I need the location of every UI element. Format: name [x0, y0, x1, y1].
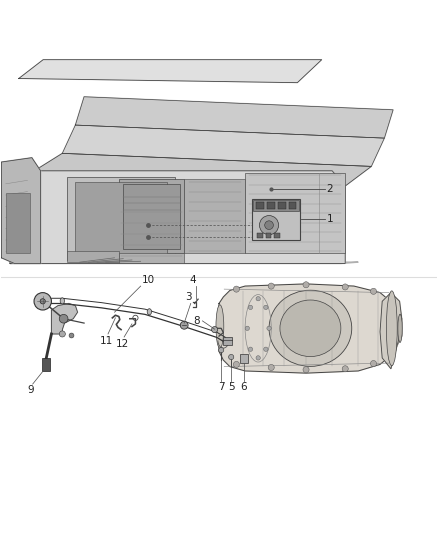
Polygon shape	[380, 293, 402, 369]
Text: 2: 2	[326, 183, 333, 193]
Bar	[6, 192, 30, 254]
Bar	[223, 337, 232, 345]
Bar	[42, 358, 49, 371]
Polygon shape	[119, 180, 184, 254]
Bar	[123, 184, 180, 249]
Polygon shape	[75, 97, 393, 138]
Circle shape	[371, 360, 377, 367]
Bar	[252, 199, 300, 240]
Polygon shape	[51, 303, 78, 334]
Circle shape	[371, 288, 377, 294]
Text: 1: 1	[326, 214, 333, 224]
Polygon shape	[10, 154, 371, 186]
Bar	[257, 233, 262, 238]
Text: 6: 6	[240, 382, 247, 392]
Circle shape	[245, 326, 250, 330]
Bar	[240, 353, 248, 363]
Ellipse shape	[280, 300, 341, 357]
Polygon shape	[10, 262, 358, 263]
Text: 3: 3	[185, 292, 192, 302]
Bar	[265, 233, 271, 238]
Text: 10: 10	[141, 275, 155, 285]
Circle shape	[229, 354, 234, 360]
Circle shape	[233, 361, 240, 367]
Circle shape	[264, 347, 268, 351]
Circle shape	[256, 296, 260, 301]
Circle shape	[212, 327, 218, 333]
Ellipse shape	[269, 290, 352, 366]
Polygon shape	[10, 171, 41, 263]
Circle shape	[40, 298, 46, 304]
Circle shape	[59, 331, 65, 337]
Polygon shape	[19, 60, 322, 83]
Polygon shape	[67, 251, 119, 262]
Bar	[274, 233, 280, 238]
Text: 4: 4	[190, 275, 196, 285]
Text: 5: 5	[228, 382, 234, 392]
Ellipse shape	[398, 314, 402, 342]
Circle shape	[34, 293, 51, 310]
Polygon shape	[219, 284, 402, 373]
Circle shape	[268, 365, 274, 370]
Circle shape	[303, 282, 309, 288]
Circle shape	[259, 215, 279, 235]
Circle shape	[342, 366, 348, 372]
Bar	[289, 202, 297, 208]
Polygon shape	[184, 180, 245, 254]
Circle shape	[180, 321, 188, 329]
Circle shape	[248, 305, 253, 310]
Circle shape	[265, 221, 273, 230]
Text: 9: 9	[28, 385, 34, 395]
Polygon shape	[62, 125, 385, 166]
Ellipse shape	[216, 305, 224, 349]
Circle shape	[303, 367, 309, 373]
Bar	[253, 200, 299, 211]
Text: 11: 11	[100, 336, 113, 346]
Circle shape	[268, 283, 274, 289]
Circle shape	[248, 347, 253, 351]
Text: 8: 8	[193, 316, 200, 326]
Bar	[278, 202, 286, 208]
Circle shape	[233, 286, 240, 292]
Circle shape	[342, 284, 348, 290]
Circle shape	[267, 326, 271, 330]
Polygon shape	[10, 171, 345, 263]
Text: 7: 7	[218, 382, 225, 392]
Bar	[256, 202, 264, 208]
Circle shape	[59, 314, 68, 323]
Polygon shape	[1, 158, 41, 263]
Circle shape	[219, 348, 224, 353]
Polygon shape	[75, 182, 167, 256]
Polygon shape	[67, 177, 176, 260]
Circle shape	[264, 305, 268, 310]
Circle shape	[256, 356, 260, 360]
Polygon shape	[245, 173, 345, 254]
Text: 12: 12	[116, 339, 129, 349]
Ellipse shape	[386, 291, 397, 366]
Bar	[267, 202, 275, 208]
Polygon shape	[119, 254, 184, 263]
Ellipse shape	[147, 309, 152, 315]
Ellipse shape	[60, 298, 64, 304]
